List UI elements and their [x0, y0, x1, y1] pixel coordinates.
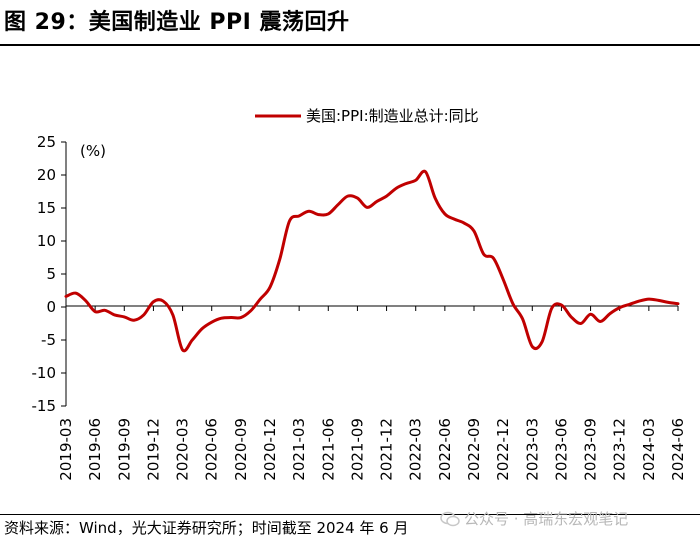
x-tick-label: 2024-06: [669, 418, 687, 481]
x-tick-label: 2023-12: [611, 418, 629, 481]
x-tick-label: 2020-06: [203, 418, 221, 481]
y-axis: 25 20 15 10 5 0 -5 -10 -15: [32, 133, 67, 415]
watermark: 公众号 · 高瑞东宏观笔记: [440, 508, 628, 529]
y-tick-label: 10: [37, 232, 56, 250]
x-tick-label: 2021-06: [319, 418, 337, 481]
x-tick-label: 2022-06: [436, 418, 454, 481]
wechat-icon: [440, 511, 460, 526]
x-tick-label: 2020-03: [174, 418, 192, 481]
y-tick-label: 5: [46, 265, 56, 283]
y-tick-label: 15: [37, 199, 56, 217]
plot-area: [64, 169, 680, 353]
x-tick-label: 2019-09: [115, 418, 133, 481]
x-tick-label: 2020-09: [232, 418, 250, 481]
line-chart: 美国:PPI:制造业总计:同比 (%) 25 20 15 10 5 0 -5 -10 -15 2…: [32, 107, 688, 481]
y-axis-unit-label: (%): [80, 142, 106, 160]
x-tick-label: 2019-12: [144, 418, 162, 481]
footer-rule: [0, 514, 700, 515]
y-tick-label: -15: [32, 397, 57, 415]
y-tick-label: -10: [32, 364, 57, 382]
y-tick-label: 25: [37, 133, 56, 151]
x-tick-label: 2021-03: [290, 418, 308, 481]
y-tick-label: 20: [37, 166, 56, 184]
x-tick-label: 2021-12: [378, 418, 396, 481]
legend: 美国:PPI:制造业总计:同比: [255, 107, 479, 125]
x-tick-label: 2023-06: [552, 418, 570, 481]
x-tick-label: 2019-06: [86, 418, 104, 481]
source-note: 资料来源：Wind，光大证券研究所；时间截至 2024 年 6 月: [4, 519, 409, 537]
x-tick-label: 2022-03: [407, 418, 425, 481]
page-title: 图 29：美国制造业 PPI 震荡回升: [4, 10, 350, 35]
series-line-0: [64, 169, 680, 353]
y-tick-label: 0: [46, 298, 56, 316]
watermark-text: 公众号 · 高瑞东宏观笔记: [464, 510, 629, 528]
legend-label: 美国:PPI:制造业总计:同比: [306, 107, 479, 125]
x-tick-label: 2022-09: [465, 418, 483, 481]
x-axis: 2019-03 2019-06 2019-09 2019-12 2020-03 2020-…: [57, 305, 687, 481]
x-tick-label: 2021-09: [348, 418, 366, 481]
x-tick-label: 2020-12: [261, 418, 279, 481]
x-tick-label: 2019-03: [57, 418, 75, 481]
x-tick-label: 2023-09: [582, 418, 600, 481]
x-tick-label: 2023-03: [523, 418, 541, 481]
title-rule: [0, 44, 700, 46]
x-tick-label: 2022-12: [494, 418, 512, 481]
y-tick-label: -5: [41, 331, 56, 349]
x-tick-label: 2024-03: [640, 418, 658, 481]
